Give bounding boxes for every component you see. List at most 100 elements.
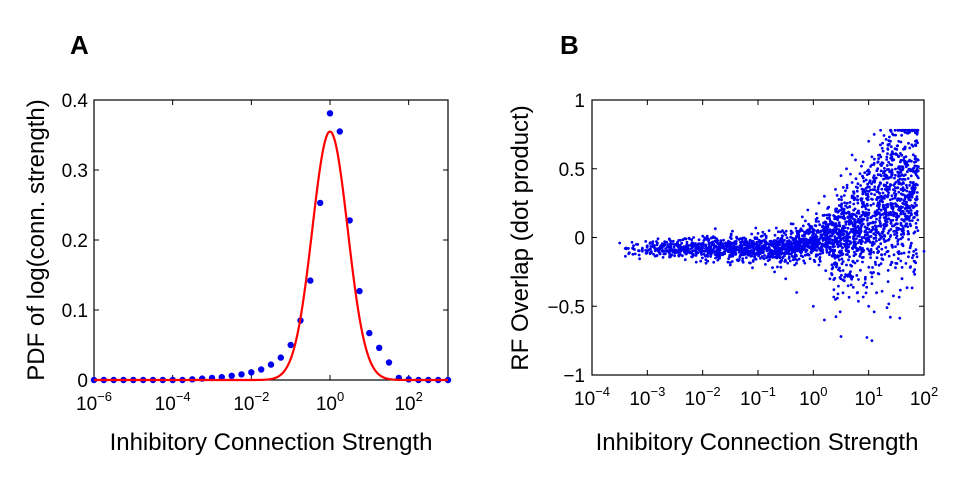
panel-b-point: [897, 155, 900, 159]
panel-b-point: [845, 183, 849, 187]
panel-b-point: [831, 248, 835, 252]
panel-b-point: [898, 177, 902, 181]
panel-b-point: [840, 257, 844, 261]
panel-b-point: [699, 247, 703, 251]
panel-b-point: [702, 252, 706, 256]
panel-b-point: [795, 234, 798, 238]
panel-b-point: [707, 239, 710, 243]
panel-b-point: [690, 238, 694, 242]
panel-b-point: [651, 240, 655, 244]
panel-b-point: [902, 174, 906, 178]
panel-b-point: [871, 220, 875, 224]
panel-b-point: [875, 291, 878, 295]
panel-b-point: [773, 270, 776, 274]
panel-b-point: [902, 182, 905, 185]
panel-b-point: [792, 247, 795, 251]
panel-b-point: [895, 212, 898, 216]
panel-b-point: [661, 256, 665, 259]
panel-b-point: [892, 214, 895, 218]
panel-b-point: [848, 255, 851, 259]
panel-b-point: [754, 226, 758, 230]
panel-b-point: [683, 250, 686, 254]
panel-b-point: [724, 241, 728, 245]
panel-b-point: [906, 230, 910, 233]
panel-b-point: [871, 227, 875, 231]
panel-b-point: [870, 155, 874, 159]
panel-b-point: [881, 231, 884, 235]
panel-b-point: [910, 159, 913, 163]
panel-b-point: [867, 265, 871, 269]
panel-b-point: [881, 200, 884, 204]
panel-b-point: [759, 246, 763, 250]
panel-b-point: [813, 224, 817, 227]
panel-a-point: [287, 341, 294, 349]
panel-b-point: [753, 236, 757, 240]
panel-b-xtick-label: 10−3: [629, 384, 665, 410]
panel-b-point: [908, 219, 911, 223]
panel-b-point: [907, 250, 911, 254]
panel-b-point: [793, 255, 797, 258]
panel-b-point: [812, 240, 816, 243]
panel-b-point: [878, 216, 882, 220]
panel-b-point: [786, 246, 790, 249]
panel-b-point: [776, 230, 780, 234]
panel-b-point: [890, 169, 894, 172]
panel-b-point: [630, 240, 634, 244]
panel-b-point: [811, 229, 815, 233]
panel-b-point: [870, 182, 873, 186]
panel-a-fit-line: [94, 130, 448, 382]
panel-b-point: [728, 236, 732, 239]
panel-b-point: [779, 252, 783, 256]
panel-b-point: [864, 237, 868, 240]
panel-b-point: [886, 269, 890, 272]
panel-b-point: [767, 245, 771, 249]
panel-b-point: [677, 246, 680, 249]
panel-b-point: [869, 188, 872, 192]
panel-b-point: [641, 249, 644, 253]
panel-b-point: [684, 245, 688, 249]
panel-b-point: [841, 269, 845, 272]
panel-b-point: [900, 252, 903, 255]
panel-b-point: [794, 226, 798, 230]
panel-b-point: [909, 224, 913, 228]
panel-b-point: [883, 194, 887, 198]
panel-b-point: [857, 278, 860, 281]
panel-b-point: [856, 291, 859, 294]
panel-b-point: [835, 207, 839, 211]
panel-b-point: [852, 198, 856, 202]
panel-b-point: [804, 230, 808, 234]
panel-b-point: [902, 251, 906, 255]
panel-b-point: [846, 215, 850, 219]
panel-b-point: [872, 310, 876, 314]
panel-b-point: [861, 246, 864, 250]
panel-b-point: [829, 231, 833, 234]
panel-b-point: [908, 146, 912, 150]
panel-b-point: [867, 168, 870, 172]
panel-b-point: [840, 215, 843, 219]
panel-b-point: [771, 266, 774, 269]
panel-b-point: [893, 182, 897, 186]
panel-b-point: [860, 250, 864, 254]
panel-b-point: [877, 245, 881, 249]
panel-b-point: [856, 234, 860, 238]
panel-b-point: [860, 187, 864, 191]
panel-b-point: [844, 249, 848, 253]
panel-b-point: [657, 247, 660, 250]
panel-b-point: [764, 240, 768, 244]
panel-b-point: [874, 263, 878, 266]
panel-b-point: [729, 243, 733, 247]
panel-b-point: [922, 249, 926, 253]
panel-b-point: [863, 281, 867, 285]
panel-b-point: [804, 219, 807, 223]
panel-b-point: [789, 222, 793, 226]
panel-b-point: [906, 160, 909, 164]
panel-b-point: [772, 239, 776, 242]
panel-b-point: [664, 247, 667, 251]
panel-b-point: [882, 212, 886, 216]
panel-b-point: [753, 253, 757, 257]
panel-b-point: [823, 194, 826, 198]
panel-b-xtick-label: 102: [910, 384, 938, 410]
panel-b-point: [814, 233, 817, 237]
panel-b-point: [800, 240, 803, 243]
panel-b-point: [685, 240, 689, 244]
